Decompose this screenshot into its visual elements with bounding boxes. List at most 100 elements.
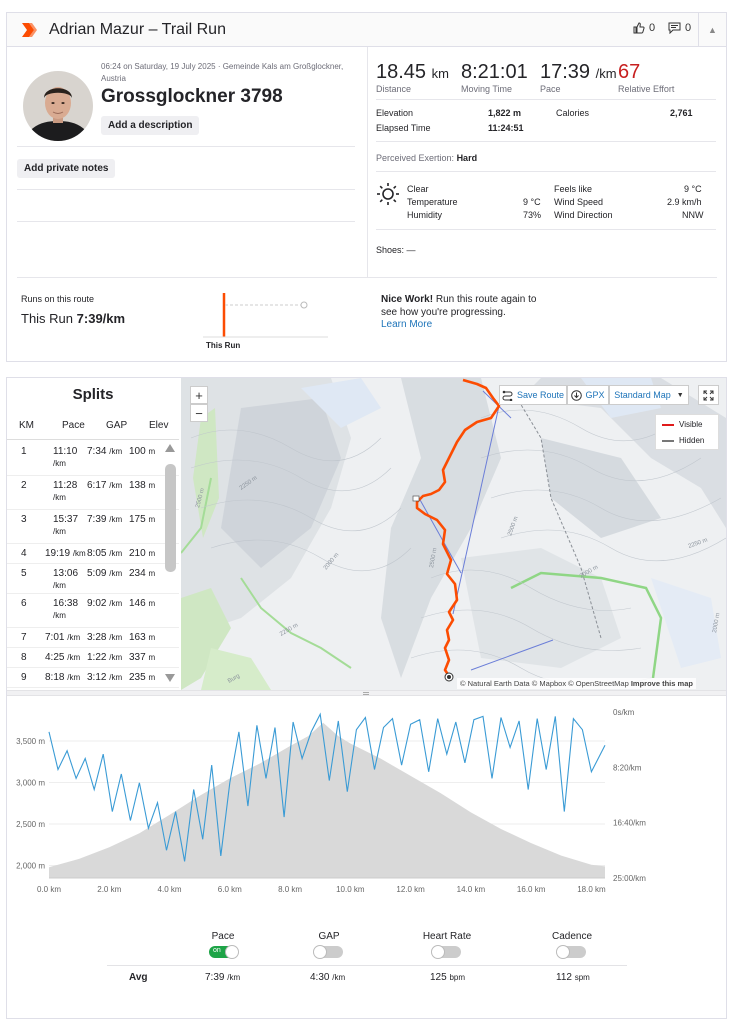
grip-icon bbox=[363, 692, 369, 695]
toggle-gap-label: GAP bbox=[318, 931, 340, 942]
toggle-knob bbox=[225, 945, 239, 959]
toggle-heart-rate[interactable]: Heart Rate bbox=[417, 931, 477, 961]
contour-label: 2500 m bbox=[429, 548, 438, 569]
toggle-pace[interactable]: Pace on bbox=[203, 931, 243, 961]
split-km: 8 bbox=[21, 652, 27, 663]
splits-row[interactable]: 3 15:37/km 7:39 /km 175 m bbox=[7, 510, 179, 544]
toggle-cadence[interactable]: Cadence bbox=[547, 931, 597, 961]
zoom-out-button[interactable]: − bbox=[190, 404, 208, 422]
split-pace: 16:38/km bbox=[53, 598, 79, 620]
split-gap: 7:34 /km bbox=[87, 446, 123, 457]
split-gap: 9:02 /km bbox=[87, 598, 123, 609]
splits-row[interactable]: 9 8:18 /km 3:12 /km 235 m bbox=[7, 668, 179, 688]
split-gap: 5:09 /km bbox=[87, 568, 123, 579]
save-route-button[interactable]: Save Route bbox=[499, 385, 567, 405]
cadence-toggle-switch[interactable] bbox=[556, 945, 586, 959]
gap-toggle-switch[interactable] bbox=[313, 945, 343, 959]
temperature-label: Temperature bbox=[407, 197, 458, 207]
caret-down-icon: ▼ bbox=[676, 391, 684, 399]
elevation-pace-chart[interactable]: 3,500 m 3,000 m 2,500 m 2,000 m 0s/km 8:20/km… bbox=[7, 702, 726, 902]
legend-visible-swatch bbox=[662, 424, 674, 426]
split-pace: 4:25 /km bbox=[45, 652, 81, 663]
splits-row[interactable]: 2 11:28/km 6:17 /km 138 m bbox=[7, 476, 179, 510]
gpx-download-button[interactable]: GPX bbox=[567, 385, 609, 405]
distance-value: 18.45 km bbox=[376, 61, 449, 83]
splits-scroll-up[interactable] bbox=[165, 444, 175, 452]
splits-row[interactable]: 5 13:06/km 5:09 /km 234 m bbox=[7, 564, 179, 594]
elevation-tick-label: 3,000 m bbox=[16, 779, 45, 788]
collapse-button[interactable]: ▲ bbox=[698, 13, 726, 46]
distance-tick-label: 0.0 km bbox=[37, 885, 61, 894]
splits-scrollbar-thumb[interactable] bbox=[165, 464, 176, 572]
map-style-dropdown[interactable]: Standard Map ▼ bbox=[609, 385, 689, 405]
split-elev: 138 m bbox=[129, 480, 156, 491]
elevation-tick-label: 3,500 m bbox=[16, 737, 45, 746]
distance-tick-label: 4.0 km bbox=[158, 885, 182, 894]
splits-header-pace: Pace bbox=[62, 420, 85, 431]
split-pace: 13:06/km bbox=[53, 568, 79, 590]
divider bbox=[17, 277, 717, 278]
split-km: 3 bbox=[21, 514, 27, 525]
divider bbox=[17, 146, 355, 147]
toggle-on-text: on bbox=[213, 947, 221, 954]
splits-title: Splits bbox=[72, 386, 114, 403]
add-description-button[interactable]: Add a description bbox=[101, 116, 200, 135]
splits-header-km: KM bbox=[19, 420, 34, 431]
toggle-knob bbox=[313, 945, 327, 959]
split-gap: 3:12 /km bbox=[87, 672, 123, 683]
fullscreen-button[interactable] bbox=[698, 385, 719, 405]
split-km: 2 bbox=[21, 480, 27, 491]
wind-direction-label: Wind Direction bbox=[554, 210, 613, 220]
moving-time-label: Moving Time bbox=[461, 84, 513, 94]
kudos-button[interactable]: 0 bbox=[633, 22, 655, 34]
splits-row[interactable]: 8 4:25 /km 1:22 /km 337 m bbox=[7, 648, 179, 668]
split-gap: 8:05 /km bbox=[87, 548, 123, 559]
pace-tick-label: 8:20/km bbox=[613, 763, 642, 772]
splits-row[interactable]: 6 16:38/km 9:02 /km 146 m bbox=[7, 594, 179, 628]
route-this-run: This Run 7:39/km bbox=[21, 311, 126, 326]
elevation-area bbox=[49, 722, 605, 878]
activity-name: Grossglockner 3798 bbox=[101, 86, 283, 107]
splits-scroll-down[interactable] bbox=[165, 674, 175, 682]
splits-row[interactable]: 1 11:10/km 7:34 /km 100 m bbox=[7, 442, 179, 476]
legend-hidden-swatch bbox=[662, 440, 674, 442]
elevation-tick-label: 2,500 m bbox=[16, 820, 45, 829]
pace-toggle-switch[interactable]: on bbox=[209, 945, 239, 959]
thumbs-up-icon bbox=[633, 22, 645, 34]
distance-tick-label: 16.0 km bbox=[517, 885, 546, 894]
split-elev: 210 m bbox=[129, 548, 156, 559]
map-attribution: © Natural Earth Data © Mapbox © OpenStre… bbox=[457, 678, 696, 689]
split-km: 6 bbox=[21, 598, 27, 609]
comments-button[interactable]: 0 bbox=[668, 22, 691, 34]
toggle-gap[interactable]: GAP bbox=[309, 931, 349, 961]
split-elev: 146 m bbox=[129, 598, 156, 609]
split-km: 1 bbox=[21, 446, 27, 457]
activity-summary-card: Adrian Mazur – Trail Run 0 0 ▲ 06:24 on … bbox=[6, 12, 727, 362]
improve-map-link[interactable]: Improve this map bbox=[630, 679, 693, 688]
heart-rate-toggle-switch[interactable] bbox=[431, 945, 461, 959]
splits-row[interactable]: 7 7:01 /km 3:28 /km 163 m bbox=[7, 628, 179, 648]
toggle-cadence-label: Cadence bbox=[551, 931, 593, 942]
athlete-photo bbox=[23, 71, 93, 141]
split-pace: 11:28/km bbox=[53, 480, 78, 502]
feels-like-value: 9 °C bbox=[684, 184, 702, 194]
add-private-notes-button[interactable]: Add private notes bbox=[17, 159, 116, 178]
relative-effort-value[interactable]: 67 bbox=[618, 61, 641, 83]
split-pace: 8:18 /km bbox=[45, 672, 81, 683]
route-comparison-chart bbox=[203, 293, 328, 338]
route-map[interactable]: 2500 m 2250 m 2000 m 2250 m 2500 m 2500 … bbox=[181, 378, 726, 690]
zoom-in-button[interactable]: + bbox=[190, 386, 208, 404]
distance-tick-label: 8.0 km bbox=[278, 885, 302, 894]
avg-cadence: 112 spm bbox=[556, 972, 590, 983]
split-elev: 337 m bbox=[129, 652, 156, 663]
activity-route-line bbox=[415, 378, 501, 677]
split-km: 5 bbox=[21, 568, 27, 579]
avatar[interactable] bbox=[23, 71, 93, 141]
splits-row[interactable]: 4 19:19 /km 8:05 /km 210 m bbox=[7, 544, 179, 564]
perceived-exertion: Perceived Exertion: Hard bbox=[376, 153, 478, 163]
elevation-tick-label: 2,000 m bbox=[16, 862, 45, 871]
learn-more-link[interactable]: Learn More bbox=[381, 319, 433, 330]
resize-handle[interactable] bbox=[7, 690, 726, 696]
distance-tick-label: 6.0 km bbox=[218, 885, 242, 894]
divider bbox=[107, 965, 627, 966]
